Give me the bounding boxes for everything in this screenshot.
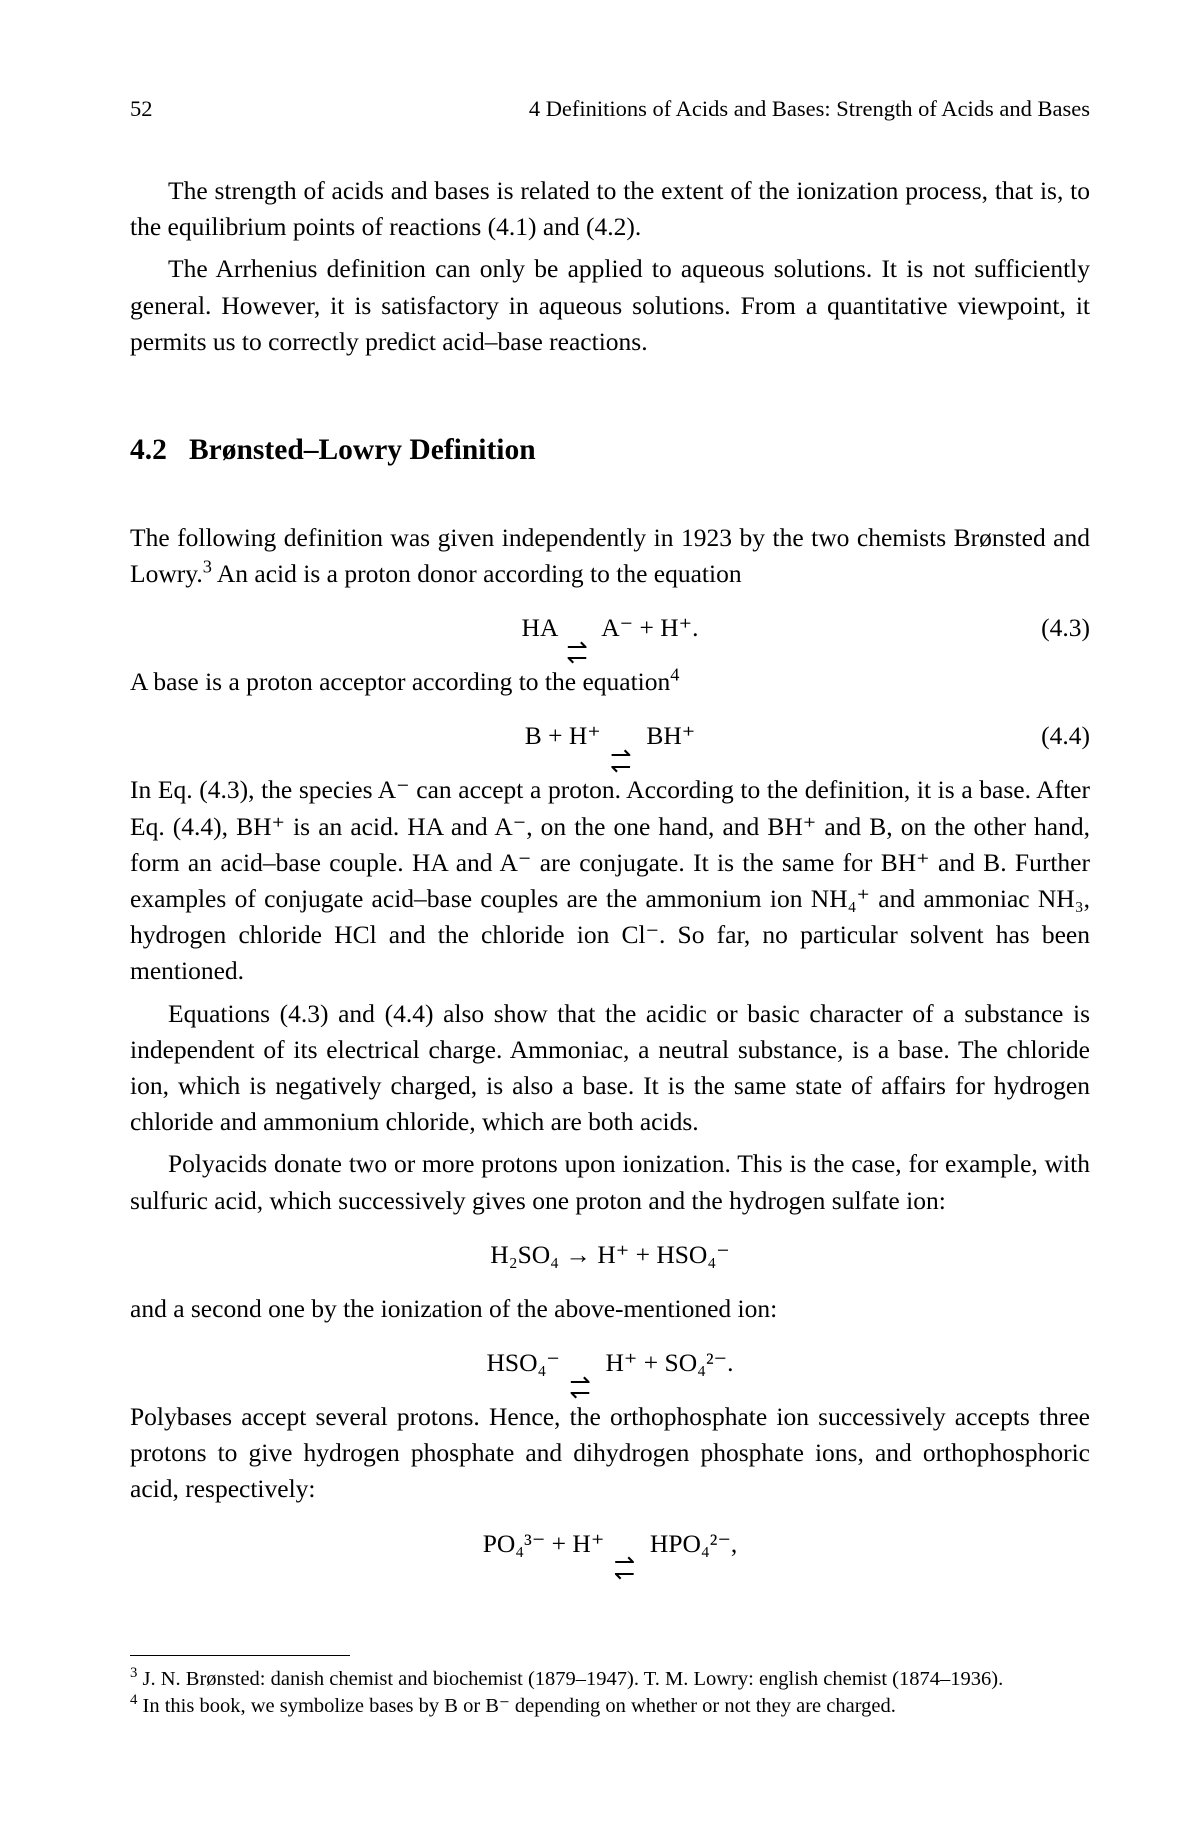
eq-lhs: H₂SO₄ — [490, 1240, 559, 1269]
footnote-ref: 4 — [670, 665, 679, 685]
eq-lhs: PO₄³⁻ + H⁺ — [483, 1529, 605, 1558]
section-title-text: Brønsted–Lowry Definition — [189, 434, 536, 466]
footnote-text: In this book, we symbolize bases by B or… — [137, 1695, 896, 1717]
equation: HSO₄⁻ H⁺ + SO₄²⁻. — [130, 1341, 1090, 1385]
paragraph: The strength of acids and bases is relat… — [130, 173, 1090, 245]
section-heading: 4.2 Brønsted–Lowry Definition — [130, 430, 1090, 472]
paragraph: Equations (4.3) and (4.4) also show that… — [130, 996, 1090, 1141]
equation: H₂SO₄ → H⁺ + HSO₄⁻ — [130, 1233, 1090, 1277]
footnote-ref: 3 — [203, 557, 212, 577]
arrow-icon: → — [565, 1240, 591, 1269]
eq-lhs: B + H⁺ — [525, 721, 601, 750]
paragraph: A base is a proton acceptor according to… — [130, 664, 1090, 700]
text-run: A base is a proton acceptor according to… — [130, 667, 670, 696]
equation: PO₄³⁻ + H⁺ HPO₄²⁻, — [130, 1522, 1090, 1566]
paragraph: and a second one by the ionization of th… — [130, 1291, 1090, 1327]
equation-body: HA A⁻ + H⁺. — [522, 610, 699, 646]
paragraph: The Arrhenius definition can only be app… — [130, 251, 1090, 360]
equation-body: H₂SO₄ → H⁺ + HSO₄⁻ — [490, 1237, 729, 1273]
eq-lhs: HA — [522, 613, 557, 642]
page: 52 4 Definitions of Acids and Bases: Str… — [0, 0, 1200, 1821]
equation: HA A⁻ + H⁺. (4.3) — [130, 606, 1090, 650]
footnote-rule — [130, 1655, 350, 1656]
eq-rhs: H⁺ + SO₄²⁻. — [606, 1348, 734, 1377]
running-title: 4 Definitions of Acids and Bases: Streng… — [529, 93, 1090, 125]
footnote-text: J. N. Brønsted: danish chemist and bioch… — [137, 1668, 1003, 1690]
equation-number: (4.4) — [1041, 718, 1090, 754]
equation: B + H⁺ BH⁺ (4.4) — [130, 714, 1090, 758]
footnote: 4 In this book, we symbolize bases by B … — [130, 1693, 1090, 1721]
footnote: 3 J. N. Brønsted: danish chemist and bio… — [130, 1666, 1090, 1694]
running-head: 52 4 Definitions of Acids and Bases: Str… — [130, 93, 1090, 125]
equation-body: PO₄³⁻ + H⁺ HPO₄²⁻, — [483, 1526, 738, 1562]
equation-body: HSO₄⁻ H⁺ + SO₄²⁻. — [487, 1345, 734, 1381]
paragraph: The following definition was given indep… — [130, 520, 1090, 592]
eq-rhs: BH⁺ — [646, 721, 695, 750]
eq-lhs: HSO₄⁻ — [487, 1348, 560, 1377]
eq-rhs: H⁺ + HSO₄⁻ — [597, 1240, 729, 1269]
eq-rhs: HPO₄²⁻, — [650, 1529, 737, 1558]
footnotes: 3 J. N. Brønsted: danish chemist and bio… — [130, 1655, 1090, 1721]
paragraph: In Eq. (4.3), the species A⁻ can accept … — [130, 772, 1090, 989]
page-number: 52 — [130, 93, 153, 125]
eq-rhs: A⁻ + H⁺. — [601, 613, 698, 642]
paragraph: Polyacids donate two or more protons upo… — [130, 1146, 1090, 1218]
text-run: An acid is a proton donor according to t… — [212, 559, 742, 588]
paragraph: Polybases accept several protons. Hence,… — [130, 1399, 1090, 1508]
equation-number: (4.3) — [1041, 610, 1090, 646]
section-number: 4.2 — [130, 434, 167, 466]
equation-body: B + H⁺ BH⁺ — [525, 718, 696, 754]
